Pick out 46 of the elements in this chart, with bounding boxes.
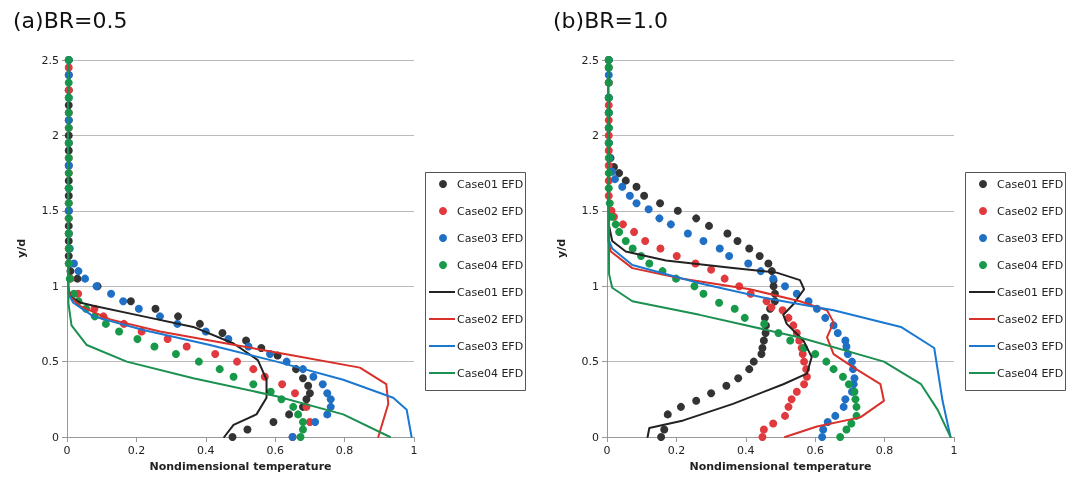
y-axis-title: y/d bbox=[555, 238, 568, 259]
legend-label: Case04 EFD bbox=[457, 258, 524, 272]
x-tick-label: 0.4 bbox=[737, 444, 755, 457]
y-axis-title: y/d bbox=[15, 238, 28, 259]
y-tick-label: 2.5 bbox=[581, 53, 599, 67]
legend-label: Case03 EFD bbox=[457, 339, 524, 353]
y-tick-label: 0.5 bbox=[581, 355, 599, 369]
y-tick-label: 1 bbox=[592, 279, 599, 293]
legend-label: Case01 EFD bbox=[997, 285, 1064, 299]
legend-label: Case02 EFD bbox=[457, 204, 524, 218]
y-tick-label: 0 bbox=[52, 430, 59, 444]
x-tick-label: 0.6 bbox=[266, 444, 284, 457]
x-tick-label: 0 bbox=[63, 444, 71, 457]
x-axis-title: Nondimensional temperature bbox=[689, 460, 872, 473]
y-tick-label: 1 bbox=[52, 279, 59, 293]
x-axis-title: Nondimensional temperature bbox=[149, 460, 332, 473]
x-tick-label: 0.2 bbox=[667, 444, 686, 457]
x-tick-label: 0.2 bbox=[127, 444, 146, 457]
y-tick-label: 0 bbox=[592, 430, 599, 444]
legend-label: Case03 EFD bbox=[457, 231, 524, 245]
x-tick-label: 0.6 bbox=[806, 444, 824, 457]
x-tick-label: 1 bbox=[950, 444, 958, 457]
y-tick-label: 1.5 bbox=[41, 204, 59, 218]
x-tick-label: 0.8 bbox=[875, 444, 894, 457]
y-tick-label: 2 bbox=[52, 128, 59, 142]
y-tick-label: 2 bbox=[592, 128, 599, 142]
legend-label: Case01 EFD bbox=[457, 177, 524, 191]
chart-title: (b)BR=1.0 bbox=[553, 7, 668, 33]
legend-label: Case01 EFD bbox=[997, 177, 1064, 191]
y-tick-label: 2.5 bbox=[41, 53, 59, 67]
y-tick-label: 1.5 bbox=[581, 204, 599, 218]
x-tick-label: 0.8 bbox=[335, 444, 354, 457]
legend-label: Case04 EFD bbox=[997, 258, 1064, 272]
legend-label: Case03 EFD bbox=[997, 339, 1064, 353]
x-tick-label: 0 bbox=[603, 444, 611, 457]
legend-label: Case04 EFD bbox=[997, 366, 1064, 380]
legend-label: Case04 EFD bbox=[457, 366, 524, 380]
legend-label: Case02 EFD bbox=[457, 312, 524, 326]
y-tick-label: 0.5 bbox=[41, 355, 59, 369]
legend-label: Case03 EFD bbox=[997, 231, 1064, 245]
legend-label: Case01 EFD bbox=[457, 285, 524, 299]
chart-title: (a)BR=0.5 bbox=[13, 7, 128, 33]
x-tick-label: 0.4 bbox=[197, 444, 215, 457]
legend-label: Case02 EFD bbox=[997, 312, 1064, 326]
x-tick-label: 1 bbox=[410, 444, 418, 457]
legend-label: Case02 EFD bbox=[997, 204, 1064, 218]
